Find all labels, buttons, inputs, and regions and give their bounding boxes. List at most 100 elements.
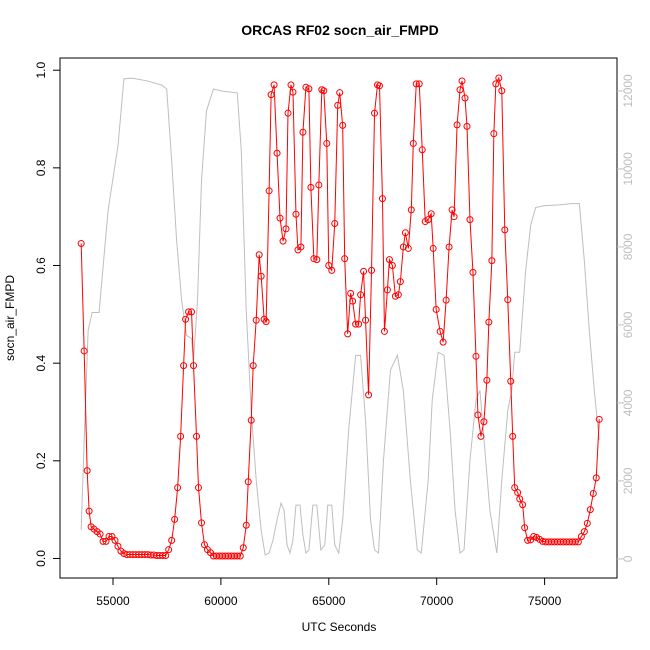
point-marker [320, 87, 328, 95]
point-marker [378, 195, 386, 203]
point-marker [485, 318, 493, 326]
point-marker [297, 243, 305, 251]
point-marker [193, 432, 201, 440]
point-marker [177, 432, 185, 440]
point-marker [360, 267, 368, 275]
y-axis-label: socn_air_FMPD [3, 275, 17, 361]
x-axis-label: UTC Seconds [302, 620, 377, 634]
point-marker [190, 362, 198, 370]
point-marker [77, 240, 85, 248]
point-marker [249, 362, 257, 370]
point-marker [287, 81, 295, 89]
point-marker [276, 214, 284, 222]
y2-tick-label: 8000 [621, 233, 635, 260]
point-marker [519, 501, 527, 509]
point-marker [195, 484, 203, 492]
point-marker [474, 411, 482, 419]
point-marker [244, 478, 252, 486]
point-marker [339, 121, 347, 129]
point-marker [80, 347, 88, 355]
point-marker [323, 139, 331, 147]
point-marker [595, 415, 603, 423]
x-tick-label: 60000 [204, 594, 238, 608]
point-marker [347, 289, 355, 297]
point-marker [404, 244, 412, 252]
point-marker [328, 266, 336, 274]
point-marker [380, 327, 388, 335]
point-marker [583, 519, 591, 527]
point-marker [365, 391, 373, 399]
point-marker [429, 244, 437, 252]
point-marker [498, 87, 506, 95]
point-marker [315, 181, 323, 189]
point-marker [180, 362, 188, 370]
point-marker [334, 101, 342, 109]
point-marker [509, 432, 517, 440]
y-tick-label: 0.4 [34, 355, 48, 372]
point-marker [105, 532, 113, 540]
point-marker [299, 128, 307, 136]
y2-tick-label: 2000 [621, 467, 635, 494]
point-marker [427, 210, 435, 218]
point-marker [442, 296, 450, 304]
point-marker [477, 432, 485, 440]
point-marker [445, 243, 453, 251]
point-marker [242, 521, 250, 529]
point-marker [492, 80, 500, 88]
point-marker [412, 80, 420, 88]
point-marker [586, 506, 594, 514]
series-line [80, 76, 600, 557]
point-marker [577, 532, 585, 540]
point-marker [396, 278, 404, 286]
point-marker [174, 484, 182, 492]
point-marker [257, 272, 265, 280]
point-marker [331, 220, 339, 228]
point-marker [313, 256, 321, 264]
point-marker [495, 74, 503, 82]
point-marker [262, 318, 270, 326]
x-tick-label: 70000 [420, 594, 454, 608]
point-marker [159, 552, 167, 560]
point-marker [511, 484, 519, 492]
y2-tick-label: 6000 [621, 311, 635, 338]
point-marker [501, 226, 509, 234]
point-marker [279, 237, 287, 245]
point-marker [341, 255, 349, 263]
point-marker [289, 88, 297, 96]
point-marker [355, 320, 363, 328]
point-marker [415, 80, 423, 88]
point-marker [521, 524, 529, 532]
point-marker [284, 109, 292, 117]
point-marker [162, 552, 170, 560]
point-marker [450, 213, 458, 221]
point-marker [270, 81, 278, 89]
point-marker [589, 490, 597, 498]
point-marker [96, 530, 104, 538]
point-marker [424, 216, 432, 224]
point-marker [168, 536, 176, 544]
point-marker [483, 376, 491, 384]
point-marker [200, 541, 208, 549]
point-marker [458, 77, 466, 85]
point-marker [336, 89, 344, 97]
y-tick-label: 1.0 [34, 62, 48, 79]
point-marker [325, 262, 333, 270]
point-marker [233, 552, 241, 560]
point-marker [307, 183, 315, 191]
point-marker [463, 122, 471, 130]
point-marker [472, 352, 480, 360]
point-marker [368, 266, 376, 274]
point-marker [490, 130, 498, 138]
point-marker [111, 536, 119, 544]
series-line [80, 77, 600, 556]
y2-tick-label: 0 [621, 555, 635, 562]
y2-tick-label: 12000 [621, 74, 635, 108]
point-marker [592, 474, 600, 482]
point-marker [480, 418, 488, 426]
point-marker [461, 94, 469, 102]
point-marker [357, 291, 365, 299]
point-marker [371, 109, 379, 117]
y-tick-label: 0.8 [34, 159, 48, 176]
x-tick-label: 55000 [96, 594, 130, 608]
